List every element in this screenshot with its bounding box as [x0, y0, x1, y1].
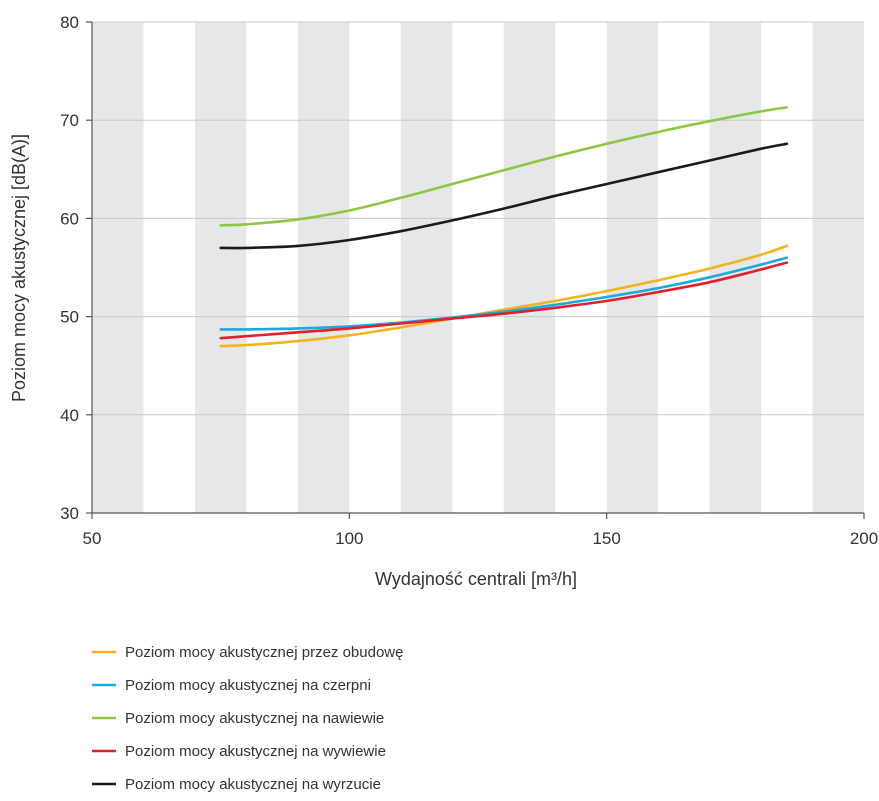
series-line-0 [219, 244, 789, 348]
series-line-3 [219, 261, 789, 340]
legend-item-3: Poziom mocy akustycznej na wywiewie [92, 743, 386, 760]
y-tick-label-30: 30 [60, 504, 79, 523]
grid-band-2 [297, 22, 350, 513]
x-axis-title: Wydajność centrali [m³/h] [375, 569, 577, 589]
x-tick-label-150: 150 [592, 529, 620, 548]
legend-label-1: Poziom mocy akustycznej na czerpni [125, 677, 371, 694]
x-tick-label-50: 50 [83, 529, 102, 548]
legend-label-2: Poziom mocy akustycznej na nawiewie [125, 710, 384, 727]
plot-background-bands [92, 22, 864, 513]
series-line-2 [219, 106, 789, 227]
series-line-4 [219, 142, 789, 250]
legend-item-2: Poziom mocy akustycznej na nawiewie [92, 710, 384, 727]
series-line-1 [219, 256, 789, 331]
grid-band-1 [194, 22, 247, 513]
grid-band-5 [606, 22, 659, 513]
grid-band-4 [503, 22, 556, 513]
grid-band-0 [92, 22, 144, 513]
series-lines [219, 106, 789, 348]
legend-label-0: Poziom mocy akustycznej przez obudowę [125, 644, 403, 661]
grid-band-3 [400, 22, 453, 513]
y-axis-title: Poziom mocy akustycznej [dB(A)] [9, 134, 29, 402]
tick-labels: 30 40 50 60 70 80 50 100 150 200 [60, 13, 878, 548]
x-tick-label-200: 200 [850, 529, 878, 548]
legend-item-1: Poziom mocy akustycznej na czerpni [92, 677, 371, 694]
legend-item-4: Poziom mocy akustycznej na wyrzucie [92, 776, 381, 793]
axes [86, 21, 865, 519]
y-tick-label-50: 50 [60, 308, 79, 327]
y-tick-label-40: 40 [60, 406, 79, 425]
grid-band-7 [812, 22, 864, 513]
legend-item-0: Poziom mocy akustycznej przez obudowę [92, 644, 403, 661]
x-tick-label-100: 100 [335, 529, 363, 548]
legend-label-4: Poziom mocy akustycznej na wyrzucie [125, 776, 381, 793]
horizontal-gridlines [92, 21, 864, 416]
legend: Poziom mocy akustycznej przez obudowę Poz… [92, 644, 403, 793]
y-tick-label-60: 60 [60, 209, 79, 228]
y-tick-label-80: 80 [60, 13, 79, 32]
legend-label-3: Poziom mocy akustycznej na wywiewie [125, 743, 386, 760]
y-tick-label-70: 70 [60, 111, 79, 130]
